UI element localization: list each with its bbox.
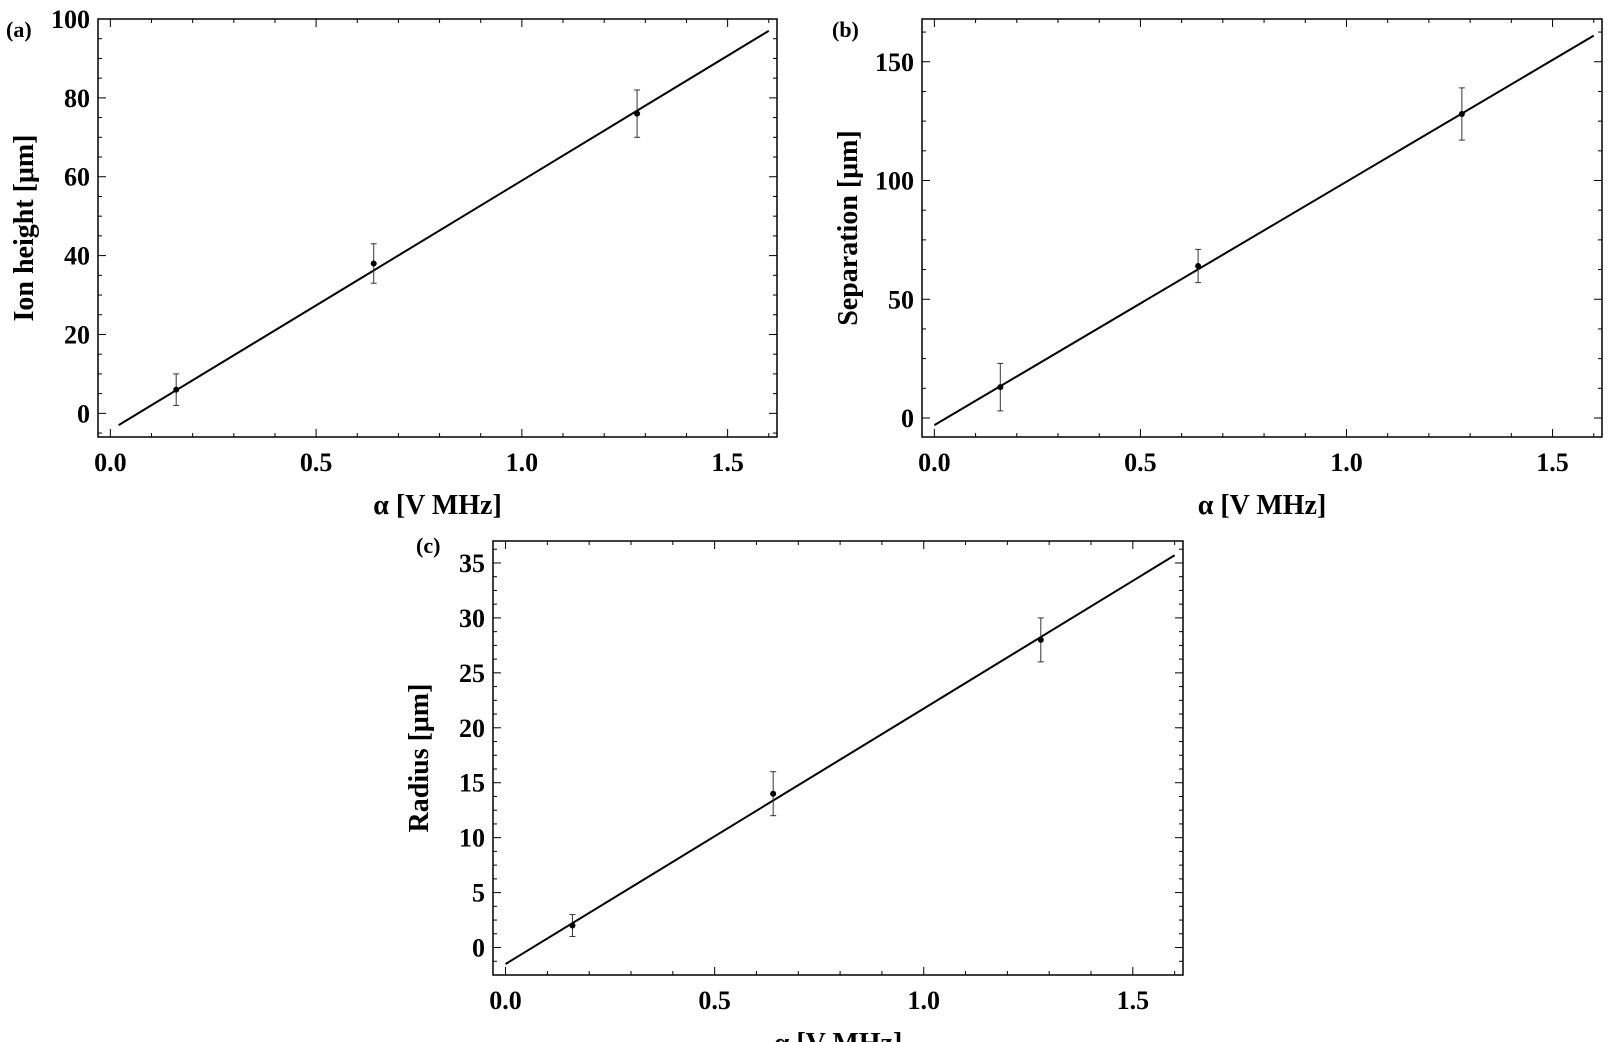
data-point — [770, 790, 777, 797]
data-point — [1458, 111, 1465, 117]
data-point — [569, 922, 576, 929]
plot-frame — [97, 18, 778, 438]
data-point — [173, 386, 180, 393]
x-tick-label: 1.0 — [506, 448, 539, 477]
x-tick-label: 1.5 — [1117, 986, 1150, 1015]
y-tick-label: 0 — [901, 404, 914, 433]
y-tick-label: 35 — [459, 549, 485, 578]
y-tick-label: 5 — [472, 879, 485, 908]
data-point — [370, 260, 377, 267]
x-tick-label: 0.5 — [698, 986, 731, 1015]
data-point — [997, 384, 1004, 391]
data-point — [634, 110, 641, 117]
panel-a: 0.0 0.5 1.0 1.5 0 20 40 60 80 100 α [V MHz] Ion hei… — [6, 5, 778, 521]
x-tick-label: 0.5 — [300, 448, 333, 477]
x-axis-label: α [V MHz] — [373, 490, 502, 521]
y-tick-label: 20 — [459, 714, 485, 743]
y-tick-label: 100 — [51, 5, 90, 34]
y-tick-label: 30 — [459, 604, 485, 633]
data-point — [1195, 263, 1202, 269]
y-tick-label: 25 — [459, 659, 485, 688]
y-tick-label: 150 — [875, 48, 914, 77]
y-tick-label: 40 — [64, 242, 90, 271]
x-axis-label: α [V MHz] — [774, 1028, 903, 1042]
plot-frame — [492, 540, 1184, 976]
y-tick-label: 60 — [64, 163, 90, 192]
x-tick-label: 0.0 — [918, 448, 951, 477]
panel-b: 0.0 0.5 1.0 1.5 0 50 100 150 α [V MHz] Separation… — [832, 17, 1603, 521]
x-tick-label: 0.0 — [94, 448, 127, 477]
y-tick-label: 80 — [64, 84, 90, 113]
x-tick-label: 1.0 — [1330, 448, 1363, 477]
panel-label: (c) — [416, 533, 440, 558]
x-axis-label: α [V MHz] — [1198, 490, 1327, 521]
data-point — [1037, 636, 1044, 643]
plot-frame — [921, 18, 1603, 438]
x-tick-label: 1.0 — [907, 986, 940, 1015]
x-tick-label: 1.5 — [711, 448, 744, 477]
y-axis-label: Ion height [μm] — [9, 135, 40, 322]
y-tick-label: 20 — [64, 320, 90, 349]
y-tick-label: 10 — [459, 824, 485, 853]
fit-line — [505, 554, 1176, 965]
y-axis-label: Separation [μm] — [833, 130, 864, 326]
panel-label: (b) — [832, 17, 859, 42]
x-tick-label: 0.0 — [489, 986, 522, 1015]
y-tick-label: 50 — [888, 285, 914, 314]
fit-line — [118, 29, 770, 427]
y-tick-label: 15 — [459, 769, 485, 798]
y-tick-label: 0 — [472, 934, 485, 963]
panel-c: 0.0 0.5 1.0 1.5 0 5 10 15 20 25 30 35 α [V MHz] Radiu… — [404, 533, 1184, 1042]
y-axis-label: Radius [μm] — [404, 684, 435, 833]
y-tick-label: 100 — [875, 167, 914, 196]
panel-label: (a) — [6, 17, 32, 42]
y-tick-label: 0 — [77, 399, 90, 428]
x-tick-label: 1.5 — [1536, 448, 1569, 477]
x-tick-label: 0.5 — [1124, 448, 1157, 477]
fit-line — [933, 34, 1595, 426]
